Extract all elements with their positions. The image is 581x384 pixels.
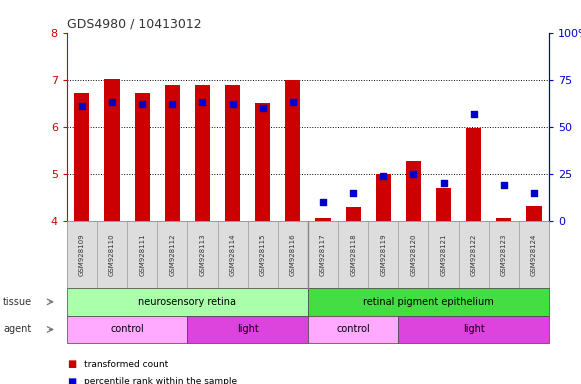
Bar: [406, 161, 421, 221]
Text: GSM928124: GSM928124: [531, 233, 537, 276]
Point: [288, 99, 297, 105]
Point: [409, 170, 418, 177]
Bar: [195, 85, 210, 221]
Bar: [255, 103, 270, 221]
Text: GSM928119: GSM928119: [381, 233, 386, 276]
Bar: [135, 93, 150, 221]
Text: GSM928114: GSM928114: [229, 233, 235, 276]
Point: [198, 99, 207, 105]
Point: [439, 180, 448, 186]
Text: GSM928117: GSM928117: [320, 233, 326, 276]
Point: [107, 99, 117, 105]
Point: [529, 190, 539, 196]
Text: GSM928109: GSM928109: [79, 233, 85, 276]
Text: GSM928110: GSM928110: [109, 233, 115, 276]
Text: GSM928113: GSM928113: [199, 233, 206, 276]
Text: ■: ■: [67, 359, 76, 369]
Point: [138, 101, 147, 107]
Text: neurosensory retina: neurosensory retina: [138, 297, 236, 307]
Bar: [376, 174, 391, 221]
Text: tissue: tissue: [3, 297, 32, 307]
Bar: [346, 207, 361, 221]
Point: [349, 190, 358, 196]
Point: [379, 172, 388, 179]
Bar: [315, 218, 331, 221]
Text: GSM928111: GSM928111: [139, 233, 145, 276]
Bar: [165, 85, 180, 221]
Text: GSM928112: GSM928112: [169, 233, 175, 276]
Text: control: control: [336, 324, 370, 334]
Text: GDS4980 / 10413012: GDS4980 / 10413012: [67, 17, 202, 30]
Text: GSM928116: GSM928116: [290, 233, 296, 276]
Text: retinal pigment epithelium: retinal pigment epithelium: [363, 297, 494, 307]
Bar: [466, 128, 481, 221]
Point: [318, 199, 328, 205]
Bar: [436, 188, 451, 221]
Text: GSM928122: GSM928122: [471, 233, 476, 276]
Text: ■: ■: [67, 377, 76, 384]
Text: GSM928118: GSM928118: [350, 233, 356, 276]
Point: [469, 111, 478, 117]
Bar: [526, 206, 541, 221]
Point: [168, 101, 177, 107]
Text: control: control: [110, 324, 144, 334]
Text: GSM928123: GSM928123: [501, 233, 507, 276]
Text: percentile rank within the sample: percentile rank within the sample: [84, 377, 238, 384]
Bar: [225, 85, 240, 221]
Bar: [285, 80, 300, 221]
Point: [228, 101, 237, 107]
Text: GSM928121: GSM928121: [440, 233, 447, 276]
Text: agent: agent: [3, 324, 31, 334]
Bar: [74, 93, 89, 221]
Text: light: light: [237, 324, 259, 334]
Text: GSM928120: GSM928120: [410, 233, 417, 276]
Bar: [496, 218, 511, 221]
Text: transformed count: transformed count: [84, 360, 168, 369]
Point: [258, 105, 267, 111]
Text: GSM928115: GSM928115: [260, 233, 266, 276]
Text: light: light: [463, 324, 485, 334]
Bar: [105, 79, 120, 221]
Point: [77, 103, 87, 109]
Point: [499, 182, 508, 188]
